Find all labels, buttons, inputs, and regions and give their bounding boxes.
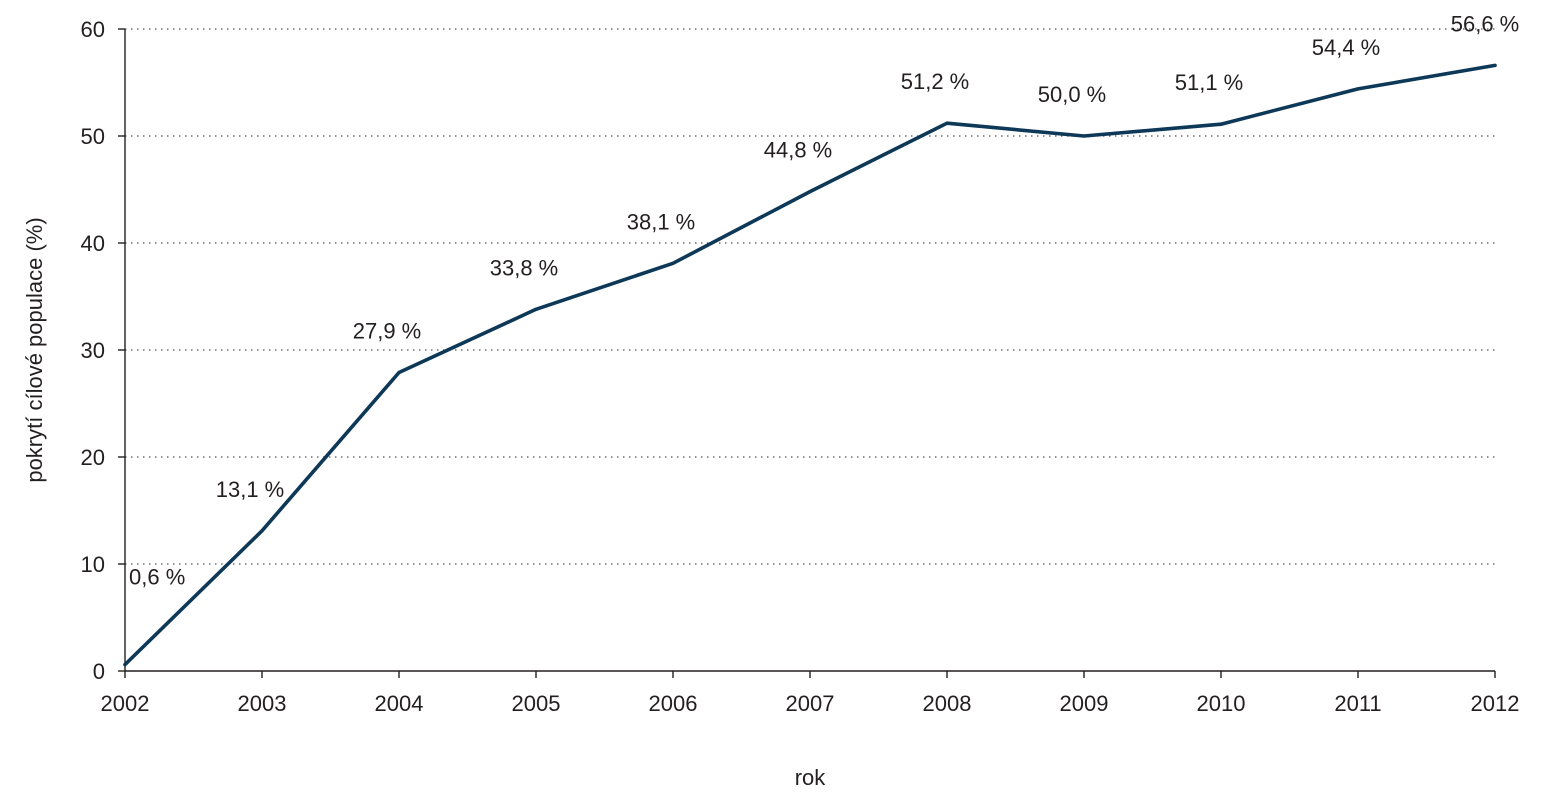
x-tick-label: 2002 xyxy=(101,691,150,716)
x-tick-label: 2008 xyxy=(923,691,972,716)
data-label: 50,0 % xyxy=(1038,82,1107,107)
y-tick-label: 0 xyxy=(93,659,105,684)
grid-lines xyxy=(125,28,1495,565)
data-label: 51,1 % xyxy=(1175,70,1244,95)
series xyxy=(123,63,1497,667)
y-axis-title: pokrytí cílové populace (%) xyxy=(22,217,47,482)
x-tick-label: 2006 xyxy=(649,691,698,716)
y-tick-label: 40 xyxy=(81,231,105,256)
x-tick-label: 2012 xyxy=(1471,691,1520,716)
data-label: 0,6 % xyxy=(129,565,185,590)
data-label: 44,8 % xyxy=(764,138,833,163)
data-label: 38,1 % xyxy=(627,209,696,234)
x-tick-label: 2011 xyxy=(1334,691,1381,716)
series-line xyxy=(123,63,1497,667)
data-labels: 0,6 % 13,1 % 27,9 % 33,8 % 38,1 % 44,8 % 51,2 … xyxy=(129,11,1519,589)
y-tick-label: 50 xyxy=(81,124,105,149)
x-tick-label: 2010 xyxy=(1197,691,1246,716)
y-tick-label: 60 xyxy=(81,17,105,42)
data-label: 33,8 % xyxy=(490,255,559,280)
y-tick-label: 10 xyxy=(81,552,105,577)
data-label: 27,9 % xyxy=(353,318,422,343)
x-tick-label: 2005 xyxy=(512,691,561,716)
y-tick-label: 30 xyxy=(81,338,105,363)
data-label: 54,4 % xyxy=(1312,35,1381,60)
x-tick-label: 2003 xyxy=(238,691,287,716)
y-axis-tick-labels: 0 10 20 30 40 50 60 xyxy=(81,17,105,684)
x-tick-label: 2007 xyxy=(786,691,835,716)
data-label: 13,1 % xyxy=(216,477,285,502)
x-axis-tick-labels: 2002 2003 2004 2005 2006 2007 2008 2009 2010 2011… xyxy=(101,691,1520,716)
data-label: 56,6 % xyxy=(1451,11,1520,36)
y-tick-label: 20 xyxy=(81,445,105,470)
x-tick-label: 2004 xyxy=(375,691,424,716)
data-label: 51,2 % xyxy=(901,69,970,94)
axes xyxy=(118,28,1496,678)
x-axis-title: rok xyxy=(795,765,827,790)
x-tick-label: 2009 xyxy=(1060,691,1109,716)
